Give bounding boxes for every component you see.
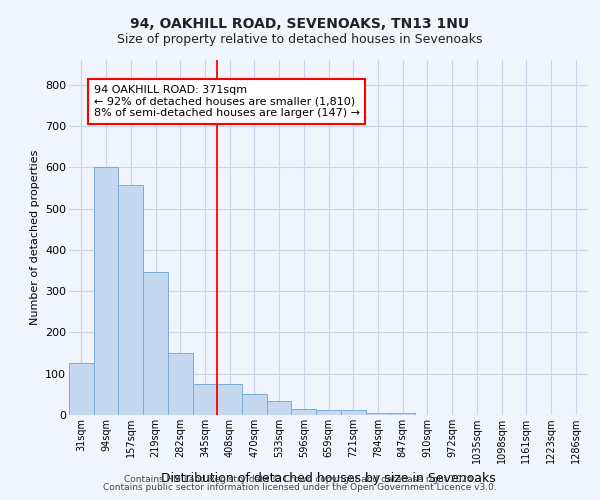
Y-axis label: Number of detached properties: Number of detached properties bbox=[29, 150, 40, 325]
Bar bbox=[316, 410, 341, 415]
Text: 94 OAKHILL ROAD: 371sqm
← 92% of detached houses are smaller (1,810)
8% of semi-: 94 OAKHILL ROAD: 371sqm ← 92% of detache… bbox=[94, 85, 360, 118]
Text: Size of property relative to detached houses in Sevenoaks: Size of property relative to detached ho… bbox=[117, 32, 483, 46]
Bar bbox=[267, 400, 292, 415]
Bar bbox=[341, 410, 365, 415]
Text: Contains public sector information licensed under the Open Government Licence v3: Contains public sector information licen… bbox=[103, 484, 497, 492]
Bar bbox=[217, 384, 242, 415]
Bar bbox=[242, 394, 267, 415]
Text: 94, OAKHILL ROAD, SEVENOAKS, TN13 1NU: 94, OAKHILL ROAD, SEVENOAKS, TN13 1NU bbox=[130, 18, 470, 32]
Bar bbox=[118, 185, 143, 415]
Bar bbox=[69, 364, 94, 415]
Bar bbox=[390, 412, 415, 415]
Text: Contains HM Land Registry data © Crown copyright and database right 2024.: Contains HM Land Registry data © Crown c… bbox=[124, 475, 476, 484]
Bar bbox=[143, 272, 168, 415]
Bar bbox=[365, 412, 390, 415]
Bar bbox=[292, 409, 316, 415]
Bar bbox=[94, 168, 118, 415]
X-axis label: Distribution of detached houses by size in Sevenoaks: Distribution of detached houses by size … bbox=[161, 472, 496, 484]
Bar bbox=[168, 353, 193, 415]
Bar bbox=[193, 384, 217, 415]
